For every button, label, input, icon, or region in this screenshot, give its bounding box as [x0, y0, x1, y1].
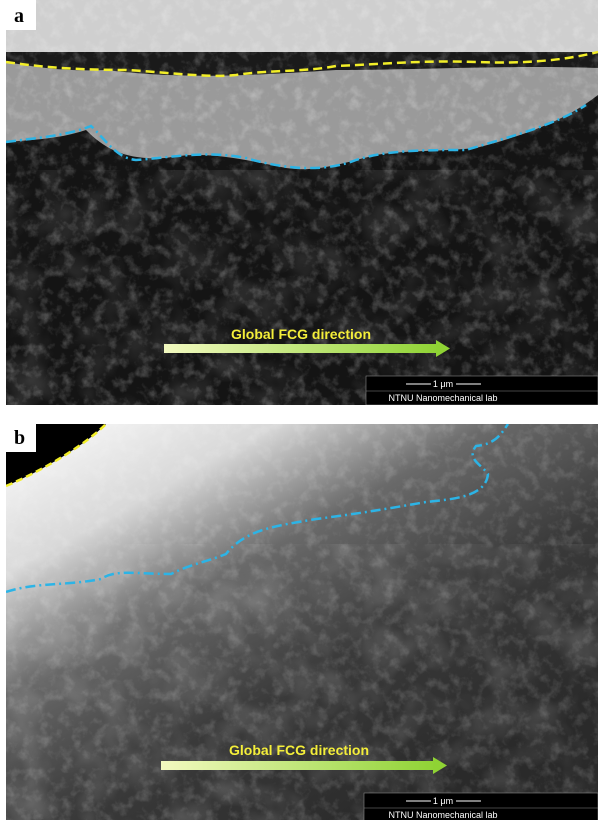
page: a Global FCG direction 1 μm NTNU Nanomec…: [0, 0, 600, 820]
panel-label: a: [14, 5, 24, 27]
panel-label: b: [14, 427, 25, 449]
lab-name: NTNU Nanomechanical lab: [388, 393, 497, 403]
scale-bar: 1 μm: [433, 796, 453, 806]
arrow-text: Global FCG direction: [229, 742, 369, 758]
figure: a Global FCG direction 1 μm NTNU Nanomec…: [0, 0, 600, 820]
panel-b: b Global FCG direction 1 μm NTNU Nanomec…: [6, 424, 598, 820]
scale-bar: 1 μm: [433, 379, 453, 389]
arrow-text: Global FCG direction: [231, 326, 371, 342]
panel-a: a Global FCG direction 1 μm NTNU Nanomec…: [6, 0, 598, 405]
lab-name: NTNU Nanomechanical lab: [388, 810, 497, 820]
